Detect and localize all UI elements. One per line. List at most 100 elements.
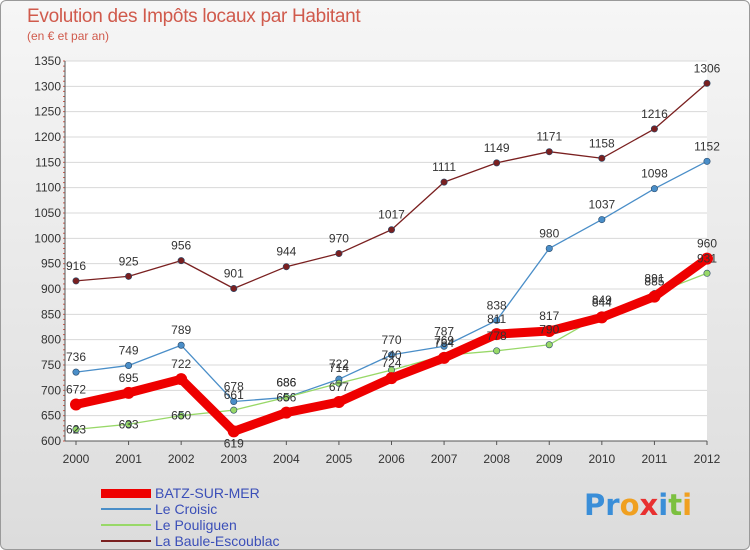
legend-label: BATZ-SUR-MER	[155, 485, 260, 501]
y-tick-label: 800	[41, 333, 61, 347]
data-label: 1171	[536, 130, 562, 144]
data-label: 656	[276, 391, 296, 405]
data-label: 619	[224, 436, 244, 450]
data-label: 931	[697, 251, 717, 265]
data-point	[703, 79, 711, 87]
data-label: 686	[276, 375, 296, 389]
data-point	[230, 284, 238, 292]
chart-title: Evolution des Impôts locaux par Habitant	[27, 6, 361, 27]
legend-item: Le Croisic	[101, 501, 401, 517]
data-label: 722	[329, 357, 349, 371]
data-label: 885	[644, 275, 664, 289]
data-label: 849	[592, 293, 612, 307]
x-tick-label: 2002	[168, 452, 195, 466]
x-tick-label: 2001	[115, 452, 142, 466]
data-label: 633	[119, 417, 139, 431]
logo-letter: i	[682, 488, 693, 522]
x-tick-label: 2009	[536, 452, 563, 466]
y-tick-label: 1000	[34, 231, 61, 245]
x-tick-label: 2008	[483, 452, 510, 466]
data-label: 714	[329, 361, 349, 375]
data-point	[493, 316, 501, 324]
data-point	[545, 148, 553, 156]
data-label: 1149	[484, 141, 510, 155]
x-tick-label: 2010	[588, 452, 615, 466]
logo-letter: i	[658, 488, 669, 522]
data-point	[543, 325, 556, 338]
data-point	[72, 368, 80, 376]
data-label: 650	[171, 409, 191, 423]
data-label: 778	[487, 329, 507, 343]
data-point	[650, 125, 658, 133]
chart-legend: BATZ-SUR-MER Le Croisic Le Pouliguen La Bau…	[101, 485, 401, 549]
y-tick-label: 750	[41, 358, 61, 372]
data-label: 677	[329, 380, 349, 394]
y-tick-label: 1200	[34, 130, 61, 144]
data-label: 1098	[641, 167, 668, 181]
data-label: 1216	[641, 107, 668, 121]
y-tick-label: 850	[41, 307, 61, 321]
data-point	[598, 154, 606, 162]
data-point	[72, 425, 80, 433]
data-label: 838	[487, 298, 507, 312]
data-point	[493, 347, 501, 355]
data-point	[122, 386, 135, 399]
data-point	[72, 277, 80, 285]
y-tick-label: 700	[41, 383, 61, 397]
data-point	[230, 406, 238, 414]
data-label: 901	[224, 266, 244, 280]
data-point	[227, 425, 240, 438]
data-point	[545, 244, 553, 252]
y-tick-label: 1300	[34, 79, 61, 93]
y-tick-label: 900	[41, 282, 61, 296]
data-label: 790	[539, 323, 559, 337]
data-point	[387, 351, 395, 359]
data-label: 623	[66, 422, 86, 436]
data-point	[385, 372, 398, 385]
logo-letter: o	[619, 488, 640, 522]
data-label: 678	[224, 379, 244, 393]
data-label: 672	[66, 383, 86, 397]
data-point	[490, 328, 503, 341]
data-point	[650, 185, 658, 193]
data-point	[440, 342, 448, 350]
y-tick-label: 600	[41, 434, 61, 448]
x-tick-label: 2011	[642, 452, 668, 466]
y-tick-label: 1350	[34, 54, 61, 68]
data-point	[177, 341, 185, 349]
y-tick-label: 1100	[35, 181, 61, 195]
data-label: 686	[276, 375, 296, 389]
data-label: 1037	[588, 198, 615, 212]
data-point	[438, 351, 451, 364]
data-point	[125, 272, 133, 280]
legend-swatch	[101, 540, 151, 542]
data-label: 724	[381, 356, 401, 370]
data-point	[280, 406, 293, 419]
data-label: 1158	[589, 136, 615, 150]
data-point	[125, 420, 133, 428]
logo-letter: r	[605, 488, 620, 522]
data-label: 916	[66, 259, 86, 273]
data-point	[125, 362, 133, 370]
logo-letter: P	[584, 488, 606, 522]
data-label: 891	[644, 272, 664, 286]
data-point	[335, 379, 343, 387]
data-label: 1017	[378, 208, 405, 222]
data-point	[282, 393, 290, 401]
chart-subtitle: (en € et par an)	[27, 29, 110, 43]
legend-item: Le Pouliguen	[101, 517, 401, 533]
x-tick-label: 2004	[273, 452, 300, 466]
proxiti-logo: Proxiti	[584, 488, 692, 522]
data-point	[70, 398, 82, 411]
x-tick-label: 2007	[431, 452, 458, 466]
data-label: 956	[171, 239, 191, 253]
legend-swatch	[101, 524, 151, 526]
y-tick-label: 950	[41, 257, 61, 271]
legend-label: Le Croisic	[155, 501, 218, 517]
data-label: 1306	[694, 61, 721, 75]
data-point	[703, 157, 711, 165]
data-point	[440, 178, 448, 186]
data-label: 740	[381, 348, 401, 362]
